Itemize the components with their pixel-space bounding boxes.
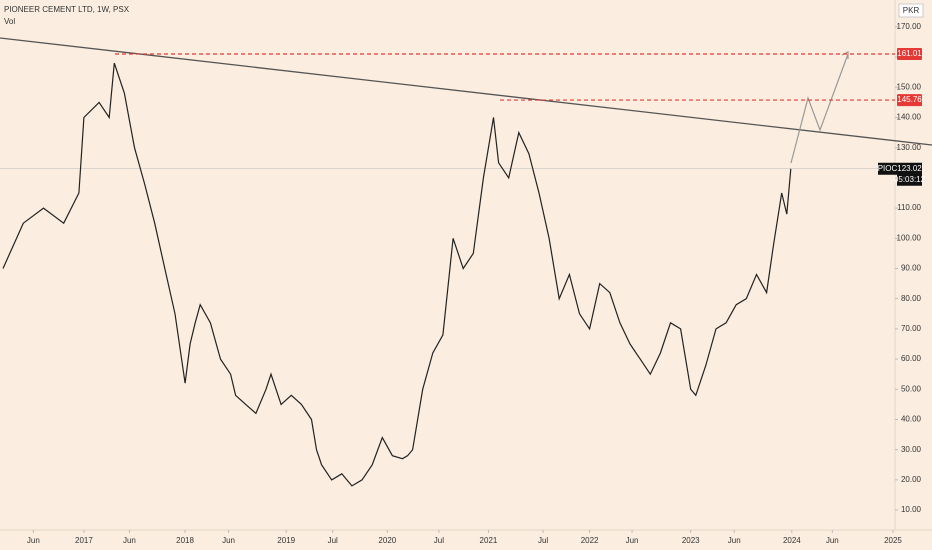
trendline <box>0 37 932 146</box>
x-tick-label: Jul <box>538 536 548 545</box>
x-tick-label: 2024 <box>783 536 801 545</box>
x-tick-label: Jun <box>27 536 40 545</box>
y-tick-label: 100.00 <box>897 233 922 242</box>
x-tick-label: Jun <box>826 536 839 545</box>
y-tick-label: 60.00 <box>901 354 922 363</box>
y-tick-label: 150.00 <box>897 82 922 91</box>
currency-box <box>898 3 924 18</box>
y-tick-label: 50.00 <box>901 384 922 393</box>
level-label: 161.01 <box>897 49 922 58</box>
y-tick-label: 170.00 <box>897 22 922 31</box>
x-tick-label: Jun <box>626 536 639 545</box>
x-tick-label: Jul <box>434 536 444 545</box>
y-tick-label: 90.00 <box>901 264 922 273</box>
countdown-label: 05:03:12 <box>894 175 926 184</box>
projection-arrow <box>790 53 849 164</box>
y-tick-label: 110.00 <box>897 203 921 212</box>
y-tick-label: 140.00 <box>897 113 922 122</box>
y-tick-label: 10.00 <box>901 505 922 514</box>
y-tick-label: 80.00 <box>901 294 922 303</box>
x-tick-label: 2022 <box>581 536 599 545</box>
x-tick-label: Jun <box>728 536 741 545</box>
y-tick-label: 130.00 <box>897 143 922 152</box>
chart-title: PIONEER CEMENT LTD, 1W, PSX <box>4 5 130 14</box>
x-tick-label: 2023 <box>682 536 700 545</box>
indicator-label: Vol <box>4 17 15 26</box>
last-price-tag <box>897 162 922 186</box>
x-tick-label: 2019 <box>277 536 295 545</box>
x-tick-label: 2021 <box>480 536 498 545</box>
last-price-label: 123.02 <box>897 164 922 173</box>
y-tick-label: 40.00 <box>901 415 922 424</box>
symbol-label: PIOC <box>878 164 898 173</box>
x-tick-label: 2025 <box>884 536 902 545</box>
y-tick-label: 70.00 <box>901 324 922 333</box>
x-tick-label: 2020 <box>378 536 396 545</box>
y-tick-label: 30.00 <box>901 445 922 454</box>
level-label: 145.76 <box>897 95 922 104</box>
x-tick-label: Jun <box>222 536 235 545</box>
y-tick-label: 20.00 <box>901 475 922 484</box>
symbol-tag <box>878 162 897 175</box>
price-line <box>2 62 792 487</box>
x-tick-label: 2017 <box>75 536 93 545</box>
x-tick-label: 2018 <box>176 536 194 545</box>
level-tag <box>897 94 922 107</box>
currency-label: PKR <box>903 6 920 15</box>
x-tick-label: Jul <box>328 536 338 545</box>
level-tag <box>897 48 922 61</box>
x-tick-label: Jun <box>123 536 136 545</box>
